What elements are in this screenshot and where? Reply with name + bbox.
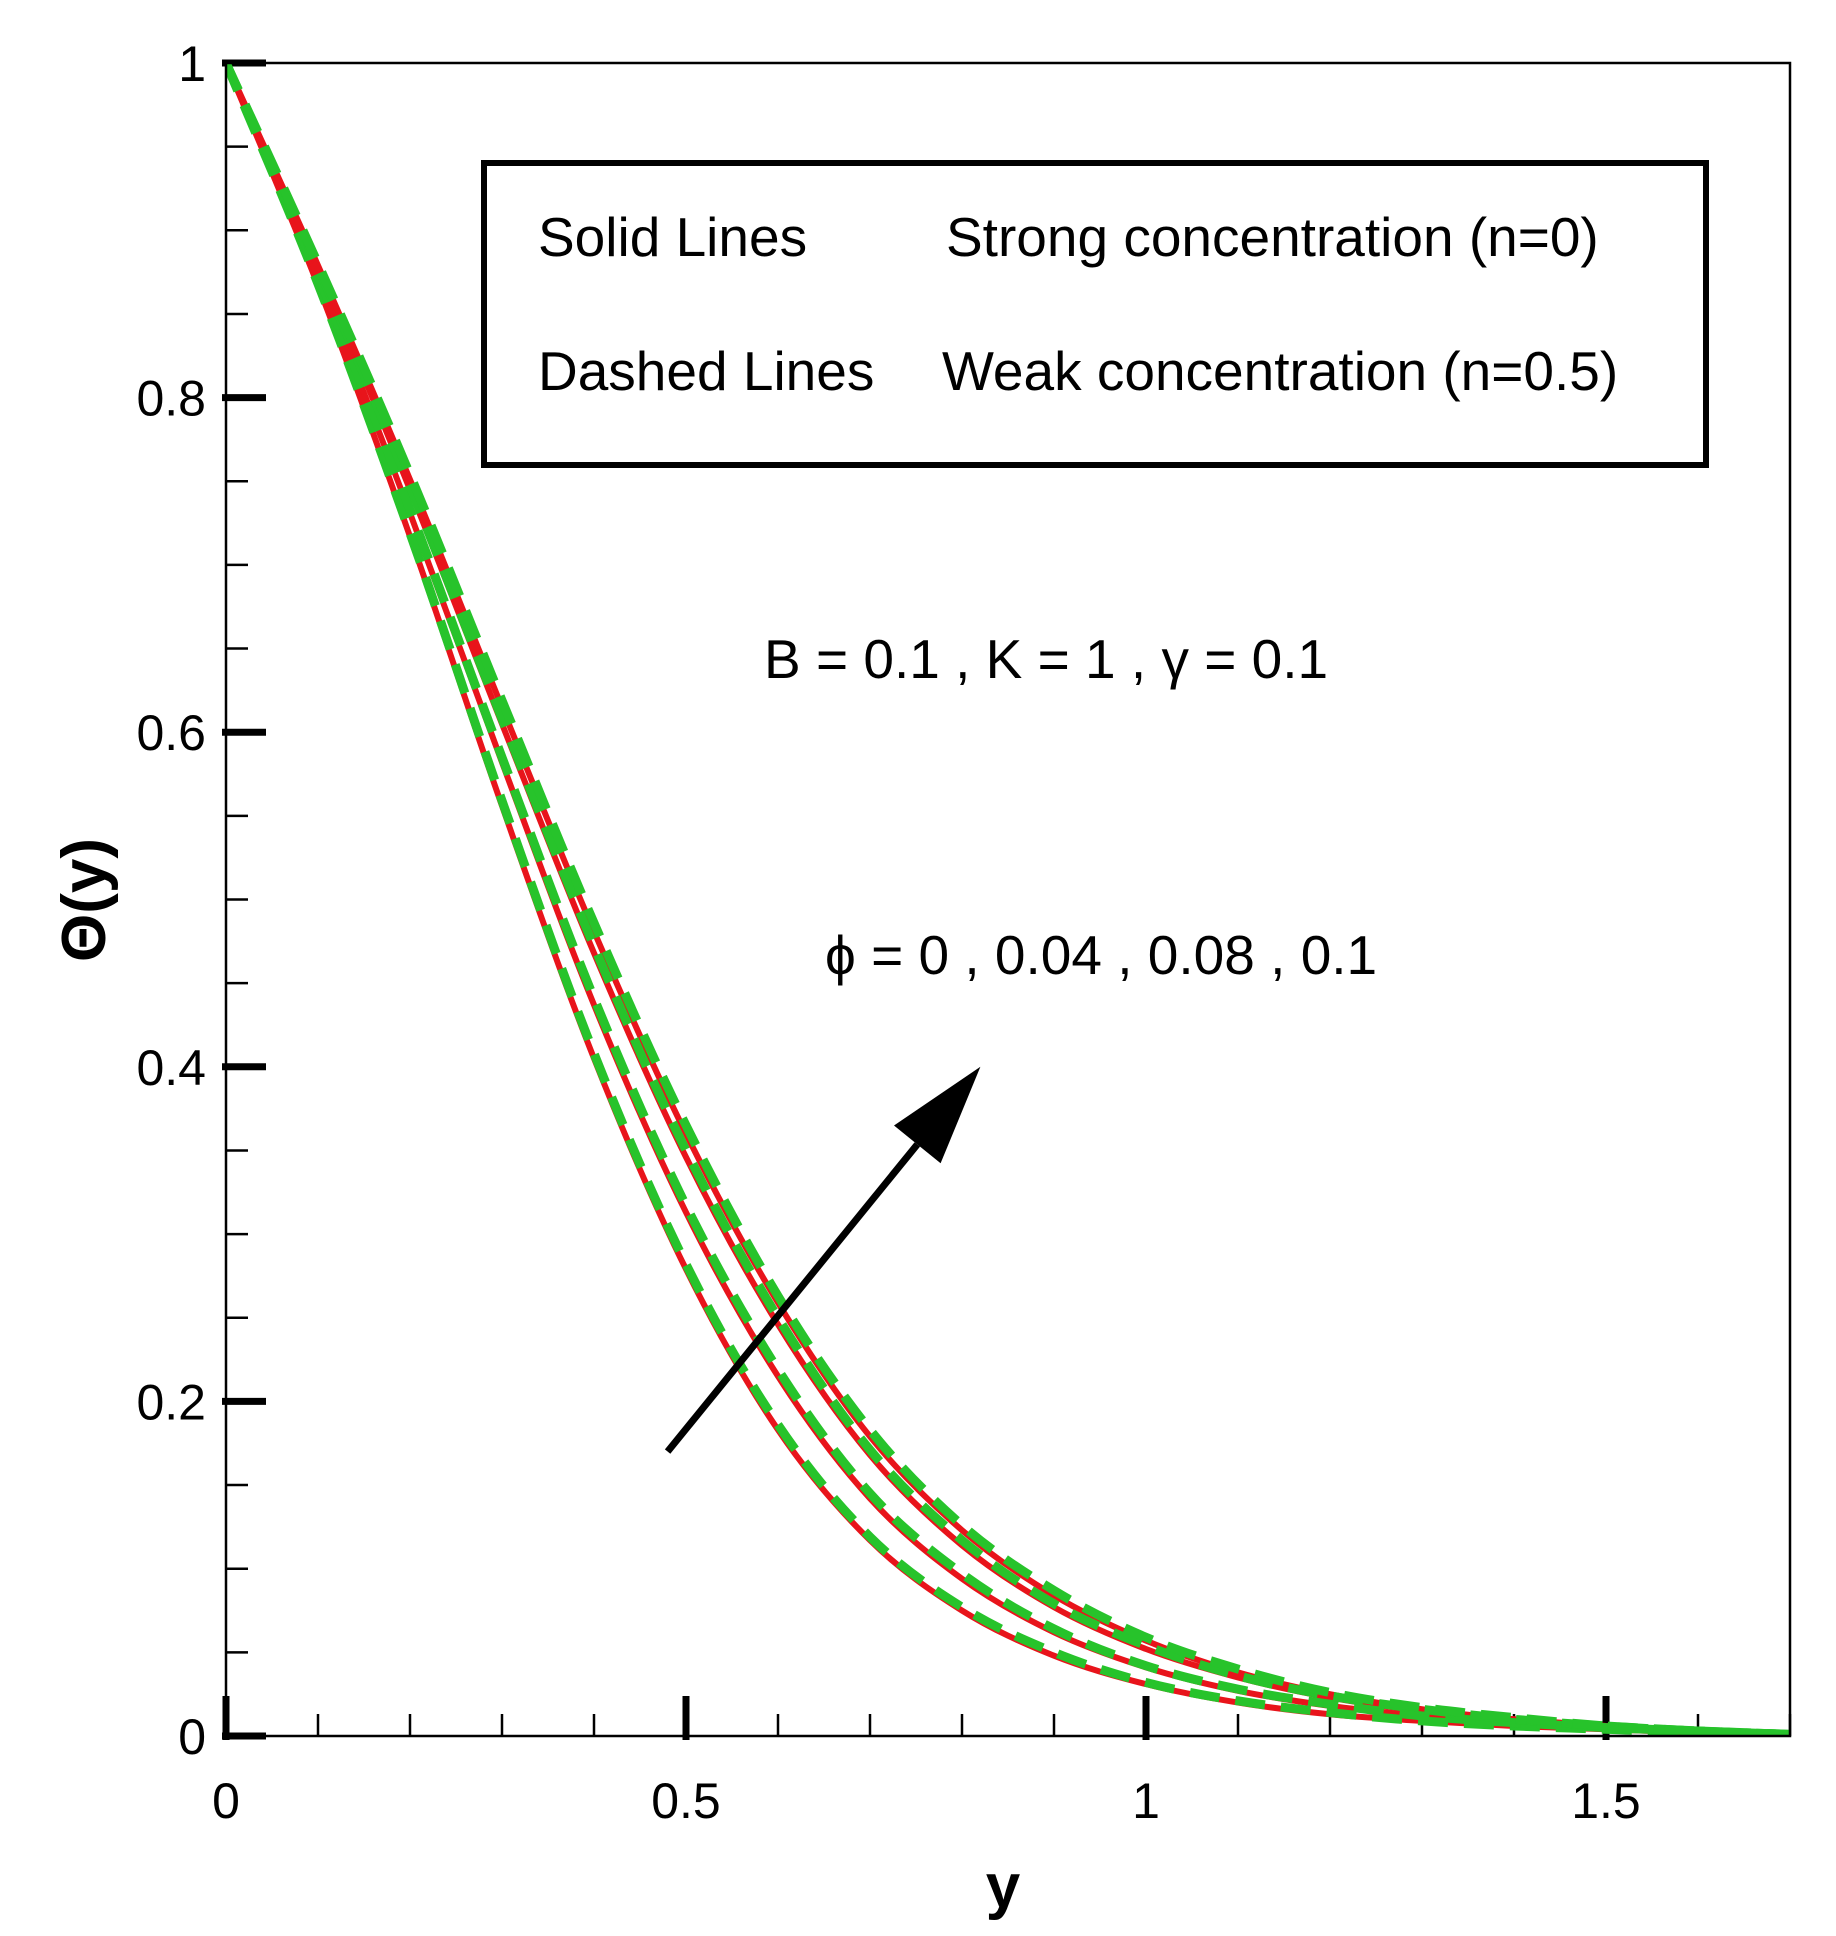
legend-box: Solid Lines Strong concentration (n=0) D… (481, 160, 1709, 468)
y-tick-label: 0 (178, 1709, 206, 1765)
legend-label-solid: Strong concentration (n=0) (946, 206, 1599, 268)
plot-frame (224, 61, 1792, 1738)
x-tick-label: 0.5 (651, 1773, 721, 1829)
y-axis-title: Θ(y) (50, 838, 119, 962)
x-tick-labels: 0 0.5 1 1.5 (212, 1773, 1641, 1829)
y-tick-label: 0.6 (136, 705, 206, 761)
params-annotation: B = 0.1 , K = 1 , γ = 0.1 (764, 628, 1328, 690)
legend-frame (481, 160, 1709, 468)
y-tick-label: 0.8 (136, 371, 206, 427)
legend-key-dashed: Dashed Lines (538, 340, 874, 402)
arrow-head (894, 1066, 981, 1164)
arrow-shaft (664, 1142, 921, 1454)
y-tick-labels: 0 0.2 0.4 0.6 0.8 1 (136, 36, 206, 1765)
direction-arrow (664, 1066, 981, 1454)
x-tick-label: 0 (212, 1773, 240, 1829)
legend-label-dashed: Weak concentration (n=0.5) (942, 340, 1618, 402)
x-axis-title: y (986, 1852, 1021, 1921)
phi-annotation: ϕ = 0 , 0.04 , 0.08 , 0.1 (825, 924, 1377, 986)
y-tick-label: 0.4 (136, 1040, 206, 1096)
series-line-dashed (226, 63, 1790, 1736)
x-tick-label: 1.5 (1571, 1773, 1641, 1829)
y-tick-label: 1 (178, 36, 206, 92)
y-tick-label: 0.2 (136, 1374, 206, 1430)
series-line-dashed (226, 63, 1790, 1736)
series-layer (226, 63, 1790, 1736)
x-tick-label: 1 (1132, 1773, 1160, 1829)
series-line-dashed (226, 63, 1790, 1736)
legend-key-solid: Solid Lines (538, 206, 807, 268)
